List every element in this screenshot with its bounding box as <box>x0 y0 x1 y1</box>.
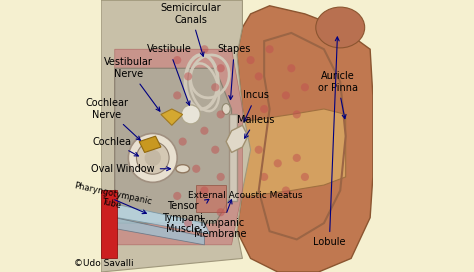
Text: Lobule: Lobule <box>313 37 346 247</box>
Ellipse shape <box>316 7 365 48</box>
Circle shape <box>301 173 309 181</box>
Circle shape <box>301 83 309 91</box>
Ellipse shape <box>182 105 201 124</box>
Circle shape <box>260 105 268 113</box>
Text: Vestibule: Vestibule <box>146 44 191 105</box>
Text: Oval Window: Oval Window <box>91 164 171 174</box>
Text: Semicircular
Canals: Semicircular Canals <box>161 3 221 56</box>
Circle shape <box>292 154 301 162</box>
Ellipse shape <box>222 104 230 115</box>
Circle shape <box>282 186 290 194</box>
Text: External Acoustic Meatus: External Acoustic Meatus <box>188 191 302 200</box>
Circle shape <box>217 208 225 216</box>
Text: Stapes: Stapes <box>218 44 251 100</box>
Polygon shape <box>196 185 226 212</box>
Circle shape <box>211 83 219 91</box>
Text: Tympanic
Membrane: Tympanic Membrane <box>194 200 247 239</box>
Polygon shape <box>139 136 161 153</box>
Polygon shape <box>237 6 373 272</box>
Text: Pharyngotympanic
Tube: Pharyngotympanic Tube <box>71 181 153 216</box>
Circle shape <box>179 138 187 146</box>
Circle shape <box>145 150 161 166</box>
Polygon shape <box>115 49 242 245</box>
Circle shape <box>217 110 225 119</box>
Text: Vestibular
Nerve: Vestibular Nerve <box>104 57 160 111</box>
Polygon shape <box>161 109 182 125</box>
Circle shape <box>273 159 282 167</box>
Circle shape <box>292 110 301 119</box>
Circle shape <box>217 64 225 72</box>
Circle shape <box>255 146 263 154</box>
Circle shape <box>265 45 273 53</box>
Circle shape <box>184 219 192 227</box>
Polygon shape <box>101 190 118 258</box>
Polygon shape <box>229 115 237 201</box>
Polygon shape <box>115 204 210 234</box>
Polygon shape <box>115 68 232 223</box>
Text: Tensor
Tympani
Muscle: Tensor Tympani Muscle <box>162 199 209 234</box>
Text: Malleus: Malleus <box>237 115 275 138</box>
Circle shape <box>184 72 192 81</box>
Circle shape <box>246 56 255 64</box>
Circle shape <box>217 173 225 181</box>
Circle shape <box>260 173 268 181</box>
Text: Cochlear
Nerve: Cochlear Nerve <box>85 98 140 140</box>
Circle shape <box>201 45 209 53</box>
Text: ©Udo Savalli: ©Udo Savalli <box>74 259 134 268</box>
Circle shape <box>201 127 209 135</box>
Circle shape <box>211 146 219 154</box>
Circle shape <box>173 56 182 64</box>
Circle shape <box>128 134 177 182</box>
Polygon shape <box>226 109 346 196</box>
Text: Incus: Incus <box>243 90 269 122</box>
Circle shape <box>282 91 290 100</box>
Polygon shape <box>115 218 204 245</box>
Circle shape <box>192 165 201 173</box>
Polygon shape <box>226 125 248 153</box>
Text: Cochlea: Cochlea <box>92 137 138 156</box>
Circle shape <box>173 91 182 100</box>
Circle shape <box>201 186 209 194</box>
Circle shape <box>173 192 182 200</box>
Ellipse shape <box>176 165 190 173</box>
Circle shape <box>137 142 169 174</box>
Text: Auricle
or Pinna: Auricle or Pinna <box>318 71 357 119</box>
Circle shape <box>287 64 295 72</box>
Polygon shape <box>101 0 251 272</box>
Circle shape <box>255 72 263 81</box>
